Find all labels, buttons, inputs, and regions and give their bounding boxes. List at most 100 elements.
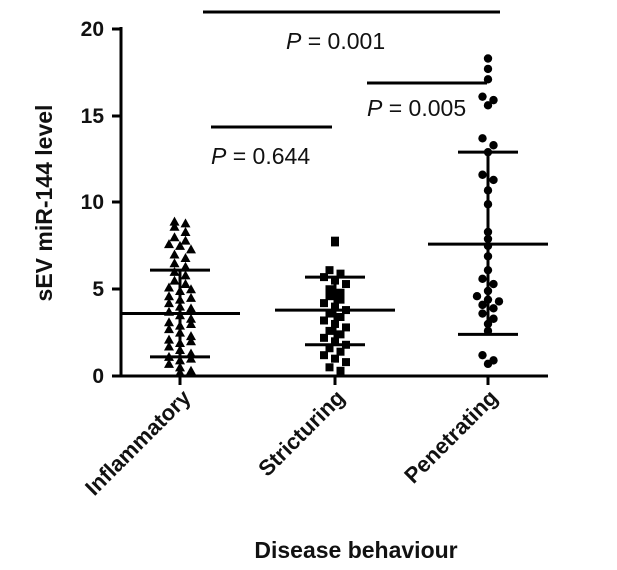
data-point-triangle (186, 313, 196, 323)
data-point-triangle (164, 291, 174, 301)
x-axis-title: Disease behaviour (254, 537, 457, 563)
data-point-square (336, 366, 345, 375)
data-point-triangle (169, 258, 180, 268)
data-point-triangle (164, 282, 174, 292)
data-point-square (342, 358, 350, 367)
data-point-triangle (164, 317, 174, 327)
data-point-circle (489, 95, 498, 105)
data-point-triangle (186, 284, 196, 294)
data-point-circle (483, 101, 493, 110)
data-point-triangle (180, 218, 191, 228)
data-point-circle (483, 75, 493, 84)
x-category-label-penetrating: Penetrating (399, 385, 502, 488)
data-point-square (325, 285, 334, 294)
data-point-triangle (164, 341, 174, 351)
data-point-triangle (186, 336, 196, 346)
data-point-square (325, 266, 334, 275)
data-point-circle (478, 300, 487, 310)
p-value-label: P = 0.644 (211, 143, 310, 169)
data-point-square (320, 316, 328, 325)
data-point-triangle (169, 221, 180, 231)
data-point-square (336, 347, 345, 356)
data-point-triangle (186, 348, 196, 358)
p-value: = 0.001 (308, 28, 385, 54)
data-point-circle (472, 291, 482, 301)
data-point-square (320, 351, 328, 360)
data-point-circle (483, 64, 493, 74)
data-point-triangle (180, 270, 191, 280)
data-point-triangle (186, 365, 196, 375)
p-value: = 0.005 (389, 95, 466, 121)
data-point-triangle (175, 362, 185, 372)
p-symbol: P (211, 143, 227, 169)
y-axis-title: sEV miR-144 level (31, 105, 57, 302)
data-point-square (325, 309, 334, 318)
p-value: = 0.644 (233, 143, 311, 169)
p-value-label: P = 0.005 (367, 95, 466, 121)
data-point-triangle (164, 334, 174, 344)
data-point-square (325, 363, 334, 372)
y-tick-label: 15 (81, 105, 105, 128)
data-point-triangle (175, 355, 185, 365)
p-symbol: P (286, 28, 302, 54)
y-tick-label: 0 (92, 365, 104, 388)
data-point-circle (489, 314, 498, 323)
data-point-square (342, 280, 350, 289)
data-point-square (325, 326, 334, 335)
data-point-circle (483, 54, 493, 63)
data-point-square (336, 288, 345, 297)
x-ticks (178, 376, 490, 385)
data-point-triangle (169, 232, 180, 242)
data-point-triangle (186, 318, 196, 328)
data-point-triangle (175, 367, 185, 377)
data-point-triangle (164, 298, 174, 308)
data-point-circle (489, 356, 498, 365)
data-point-circle (489, 175, 498, 185)
data-point-triangle (180, 226, 191, 236)
p-value-label: P = 0.001 (286, 28, 385, 54)
data-point-triangle (164, 239, 174, 249)
data-point-square (336, 330, 345, 339)
data-point-circle (478, 170, 487, 179)
data-point-circle (478, 309, 487, 318)
data-point-square (336, 313, 345, 322)
x-category-label-inflammatory: Inflammatory (80, 384, 196, 500)
data-point-square (331, 236, 339, 245)
y-tick-label: 10 (81, 191, 104, 214)
data-point-triangle (169, 216, 180, 226)
data-point-circle (478, 274, 487, 284)
data-point-circle (489, 279, 498, 289)
data-point-square (336, 295, 345, 304)
data-point-square (336, 269, 345, 278)
data-point-circle (489, 141, 498, 150)
mean-sd-layer (120, 150, 548, 359)
data-point-triangle (175, 240, 185, 250)
data-point-square (342, 323, 350, 332)
data-point-circle (478, 350, 487, 360)
data-point-triangle (186, 303, 196, 313)
data-point-triangle (164, 324, 174, 334)
data-point-triangle (180, 253, 191, 263)
data-point-triangle (180, 279, 191, 289)
data-point-square (325, 292, 334, 301)
data-point-square (320, 299, 328, 308)
data-point-square (325, 344, 334, 353)
data-point-triangle (169, 275, 180, 285)
data-point-triangle (186, 244, 196, 254)
data-point-triangle (186, 292, 196, 302)
data-point-triangle (180, 261, 191, 271)
x-category-label-stricturing: Stricturing (253, 385, 349, 481)
y-tick-label: 20 (81, 18, 104, 41)
data-point-circle (478, 92, 487, 101)
data-point-triangle (186, 331, 196, 341)
data-point-circle (489, 304, 498, 313)
data-point-triangle (180, 235, 191, 245)
data-point-circle (478, 134, 487, 143)
y-tick-label: 5 (92, 278, 104, 301)
p-symbol: P (367, 95, 383, 121)
data-point-circle (494, 297, 504, 306)
data-point-square (331, 354, 339, 363)
y-ticks: 20 15 10 5 0 (81, 18, 121, 388)
data-point-triangle (169, 249, 180, 259)
